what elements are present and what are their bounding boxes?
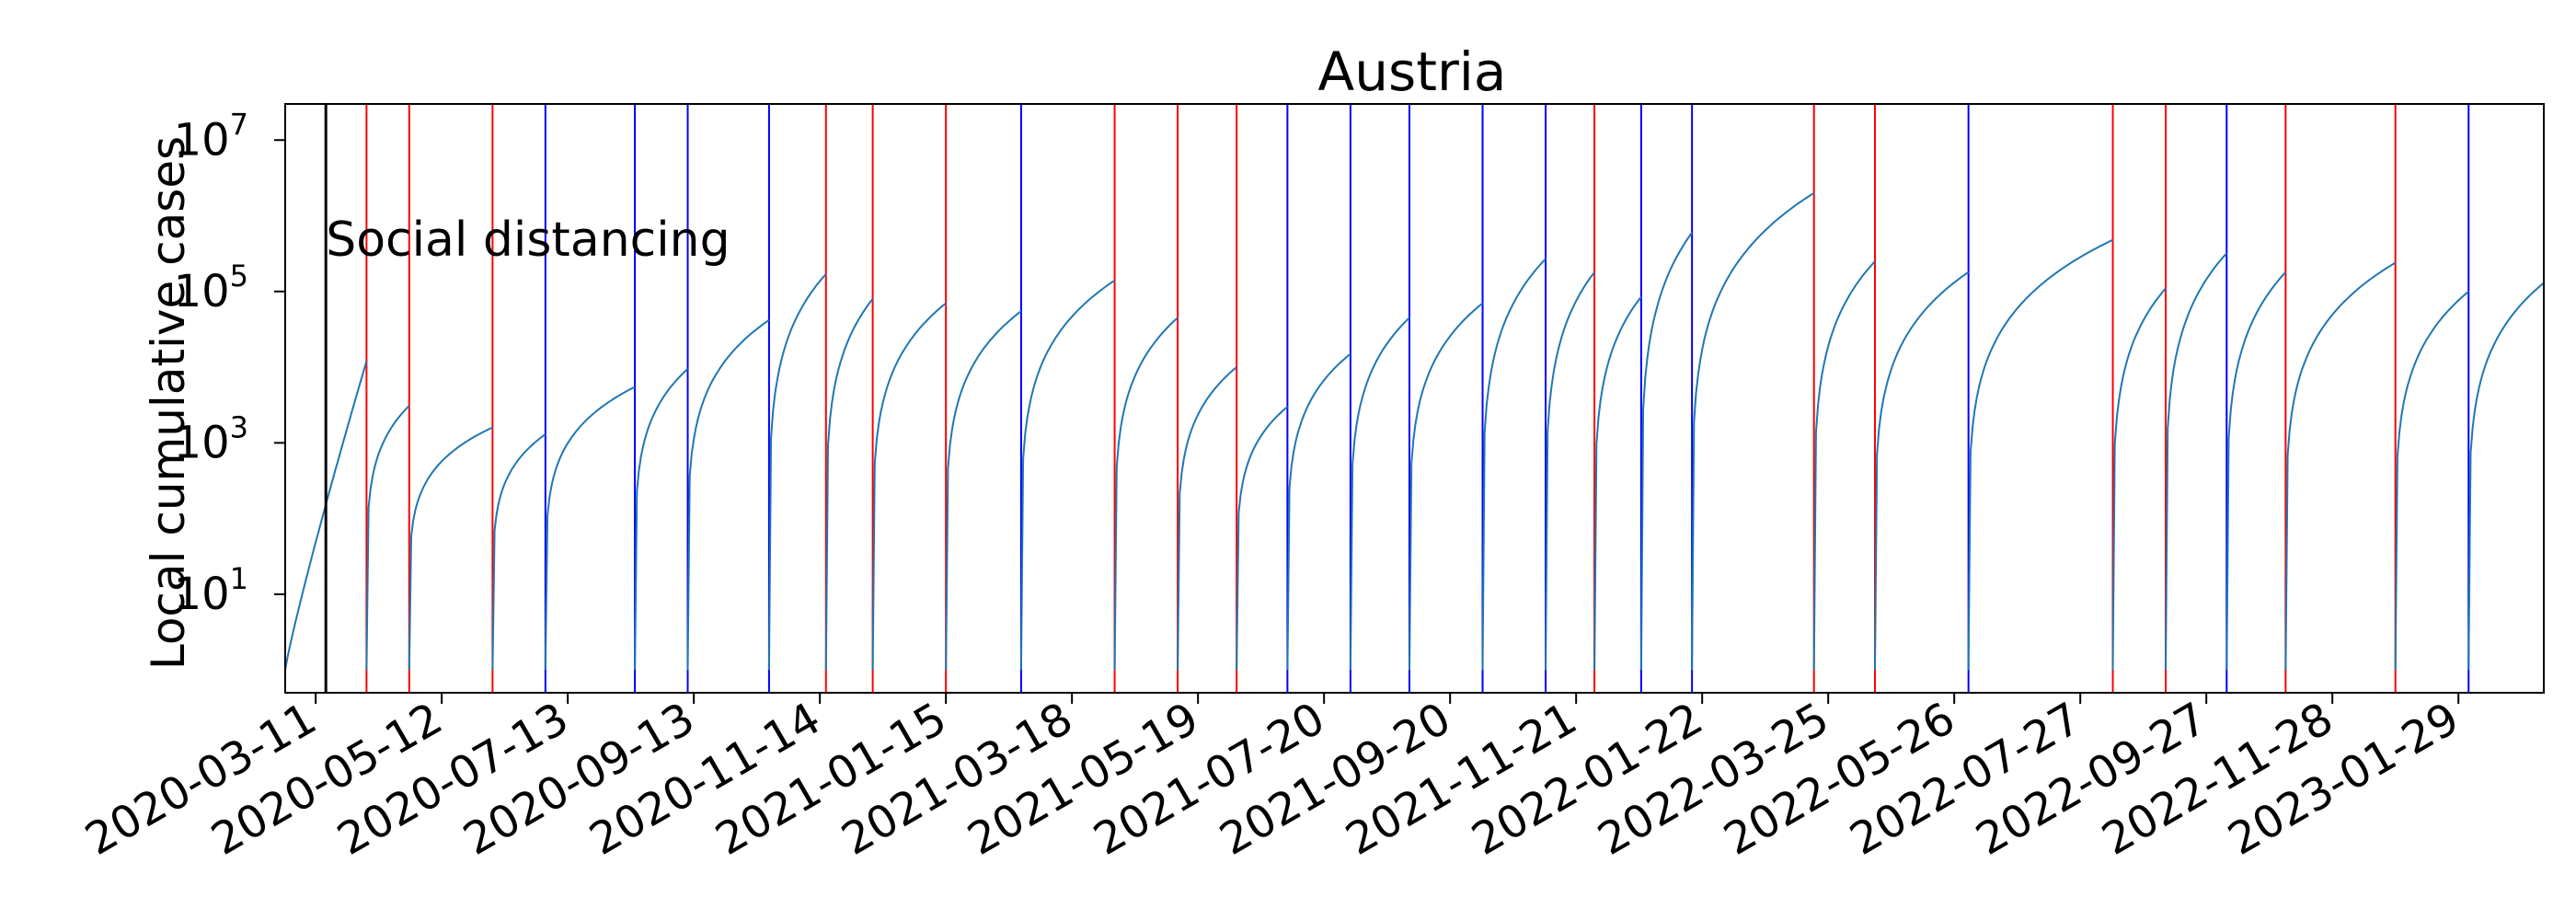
segment-curve-13 xyxy=(1113,316,1179,671)
y-tick-label: 105 xyxy=(174,259,248,317)
segment-curve-9 xyxy=(824,298,874,671)
y-axis-ticks: 101 103 105 107 xyxy=(174,107,285,620)
segment-curve-29 xyxy=(2225,271,2287,671)
plot-frame xyxy=(284,103,2545,694)
segment-curve-16 xyxy=(1286,352,1351,671)
social-distancing-annotation: Social distancing xyxy=(324,104,730,693)
y-axis-label: Local cumulative cases xyxy=(142,136,195,670)
segment-curve-28 xyxy=(2165,252,2228,671)
segment-curve-30 xyxy=(2284,261,2397,671)
segment-curve-31 xyxy=(2394,291,2469,671)
segment-curve-4 xyxy=(491,433,546,671)
y-tick-label: 107 xyxy=(174,107,248,166)
segment-curve-8 xyxy=(767,273,827,671)
segment-curve-18 xyxy=(1409,302,1484,671)
segment-curve-2 xyxy=(365,405,410,671)
segment-curve-22 xyxy=(1639,232,1693,671)
segment-curve-5 xyxy=(544,385,636,671)
chart-title: Austria xyxy=(1318,40,1507,103)
segment-curve-12 xyxy=(1019,279,1116,671)
segment-curve-24 xyxy=(1812,260,1876,671)
y-tick-label: 101 xyxy=(174,561,248,620)
segment-curve-15 xyxy=(1236,406,1289,671)
x-axis-ticks: 2020-03-112020-05-122020-07-132020-09-13… xyxy=(77,693,2468,866)
segment-curve-6 xyxy=(634,368,689,671)
segment-curve-14 xyxy=(1177,366,1237,671)
segment-curve-19 xyxy=(1481,258,1547,671)
y-tick-label: 103 xyxy=(174,409,248,468)
segment-curve-11 xyxy=(945,310,1022,671)
segment-curve-23 xyxy=(1691,191,1815,671)
segment-curve-10 xyxy=(871,302,947,671)
segment-curve-32 xyxy=(2467,282,2545,671)
segment-curve-3 xyxy=(408,426,493,671)
segment-curve-21 xyxy=(1593,295,1642,671)
segment-curve-17 xyxy=(1349,316,1410,671)
segment-curve-26 xyxy=(1967,238,2113,671)
series-cumulative-cases xyxy=(284,191,2545,671)
segment-curve-25 xyxy=(1874,270,1970,671)
change-point-lines xyxy=(365,104,2470,693)
social-distancing-label: Social distancing xyxy=(326,213,730,268)
segment-curve-7 xyxy=(686,318,770,671)
segment-curve-27 xyxy=(2111,287,2167,671)
segment-curve-20 xyxy=(1545,271,1595,671)
